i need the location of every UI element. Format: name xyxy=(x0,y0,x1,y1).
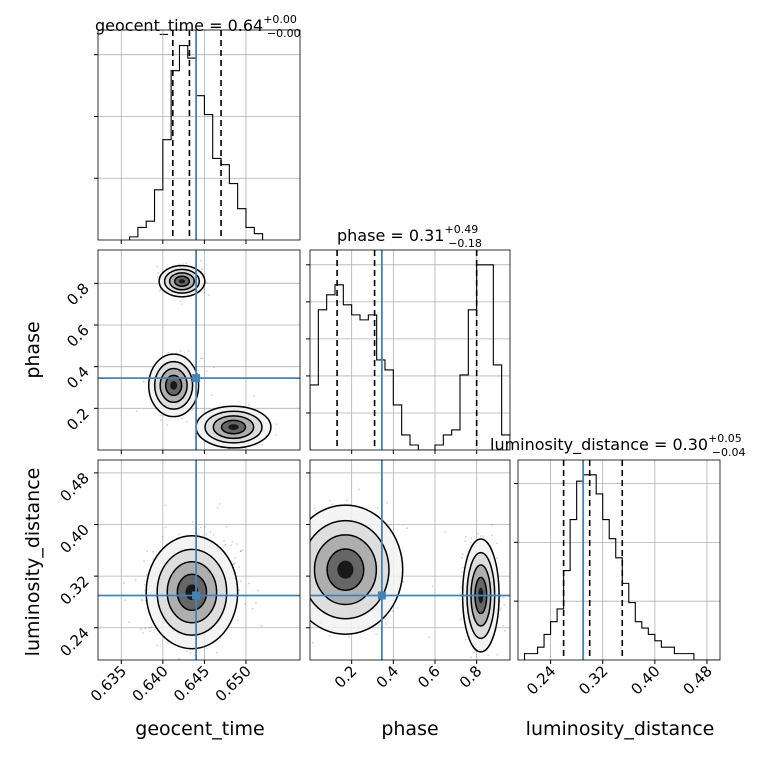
truth-marker xyxy=(192,591,201,600)
xtick-label-phase: 0.2 xyxy=(331,662,361,692)
xtick-label-geocent-time: 0.640 xyxy=(129,662,172,705)
ytick-label-luminosity-distance: 0.32 xyxy=(56,572,92,608)
xtick-label-geocent-time: 0.650 xyxy=(212,662,255,705)
xlabel-luminosity-distance: luminosity_distance xyxy=(526,718,715,740)
density-peak xyxy=(228,424,239,431)
xtick-label-phase: 0.6 xyxy=(414,662,444,692)
xtick-label-luminosity-distance: 0.48 xyxy=(679,662,715,698)
xtick-label-luminosity-distance: 0.40 xyxy=(627,662,663,698)
ytick-label-phase: 0.4 xyxy=(63,363,93,393)
ytick-label-phase: 0.8 xyxy=(63,279,93,309)
hist-luminosity-distance: 0.24 0.32 0.40 0.48 xyxy=(514,459,721,698)
axes-frame xyxy=(97,29,301,241)
ytick-label-luminosity-distance: 0.24 xyxy=(56,624,92,660)
histogram-step xyxy=(310,264,510,450)
xtick-label-phase: 0.8 xyxy=(456,662,486,692)
axes-frame xyxy=(97,249,301,451)
xtick-label-luminosity-distance: 0.32 xyxy=(575,662,611,698)
density-peak xyxy=(337,560,354,579)
xtick-label-geocent-time: 0.635 xyxy=(87,662,130,705)
ytick-label-phase: 0.2 xyxy=(63,404,93,434)
axes-frame xyxy=(517,459,721,661)
hist-geocent-time xyxy=(94,29,301,244)
xlabel-geocent-time: geocent_time xyxy=(135,718,264,740)
axes-frame xyxy=(309,459,511,661)
panel-phase-vs-geocent-time: 0.2 0.4 0.6 0.8 xyxy=(63,249,301,454)
xtick-label-phase: 0.4 xyxy=(373,662,403,692)
xtick-label-luminosity-distance: 0.24 xyxy=(523,662,559,698)
axes-frame xyxy=(309,249,511,451)
xlabel-phase: phase xyxy=(381,718,438,740)
ylabel-luminosity-distance: luminosity_distance xyxy=(22,468,44,657)
ytick-label-luminosity-distance: 0.48 xyxy=(56,469,92,505)
histogram-step xyxy=(523,474,720,660)
density-peak xyxy=(178,279,186,284)
ytick-label-phase: 0.6 xyxy=(63,321,93,351)
truth-marker xyxy=(377,591,386,600)
title-phase: phase = 0.31+0.49 −0.18 xyxy=(337,223,482,250)
hist-phase xyxy=(306,249,511,454)
xtick-label-geocent-time: 0.645 xyxy=(170,662,213,705)
density-peak xyxy=(170,381,178,390)
title-luminosity-distance: luminosity_distance = 0.30+0.05 −0.04 xyxy=(490,432,746,459)
panel-luminosity-distance-vs-phase: 0.2 0.4 0.6 0.8 xyxy=(306,459,511,692)
truth-marker xyxy=(192,374,201,383)
ytick-label-luminosity-distance: 0.40 xyxy=(56,521,92,557)
axes-frame xyxy=(97,459,301,661)
ylabel-phase: phase xyxy=(22,321,44,378)
title-geocent-time: geocent_time = 0.64+0.00 −0.00 xyxy=(95,13,301,40)
